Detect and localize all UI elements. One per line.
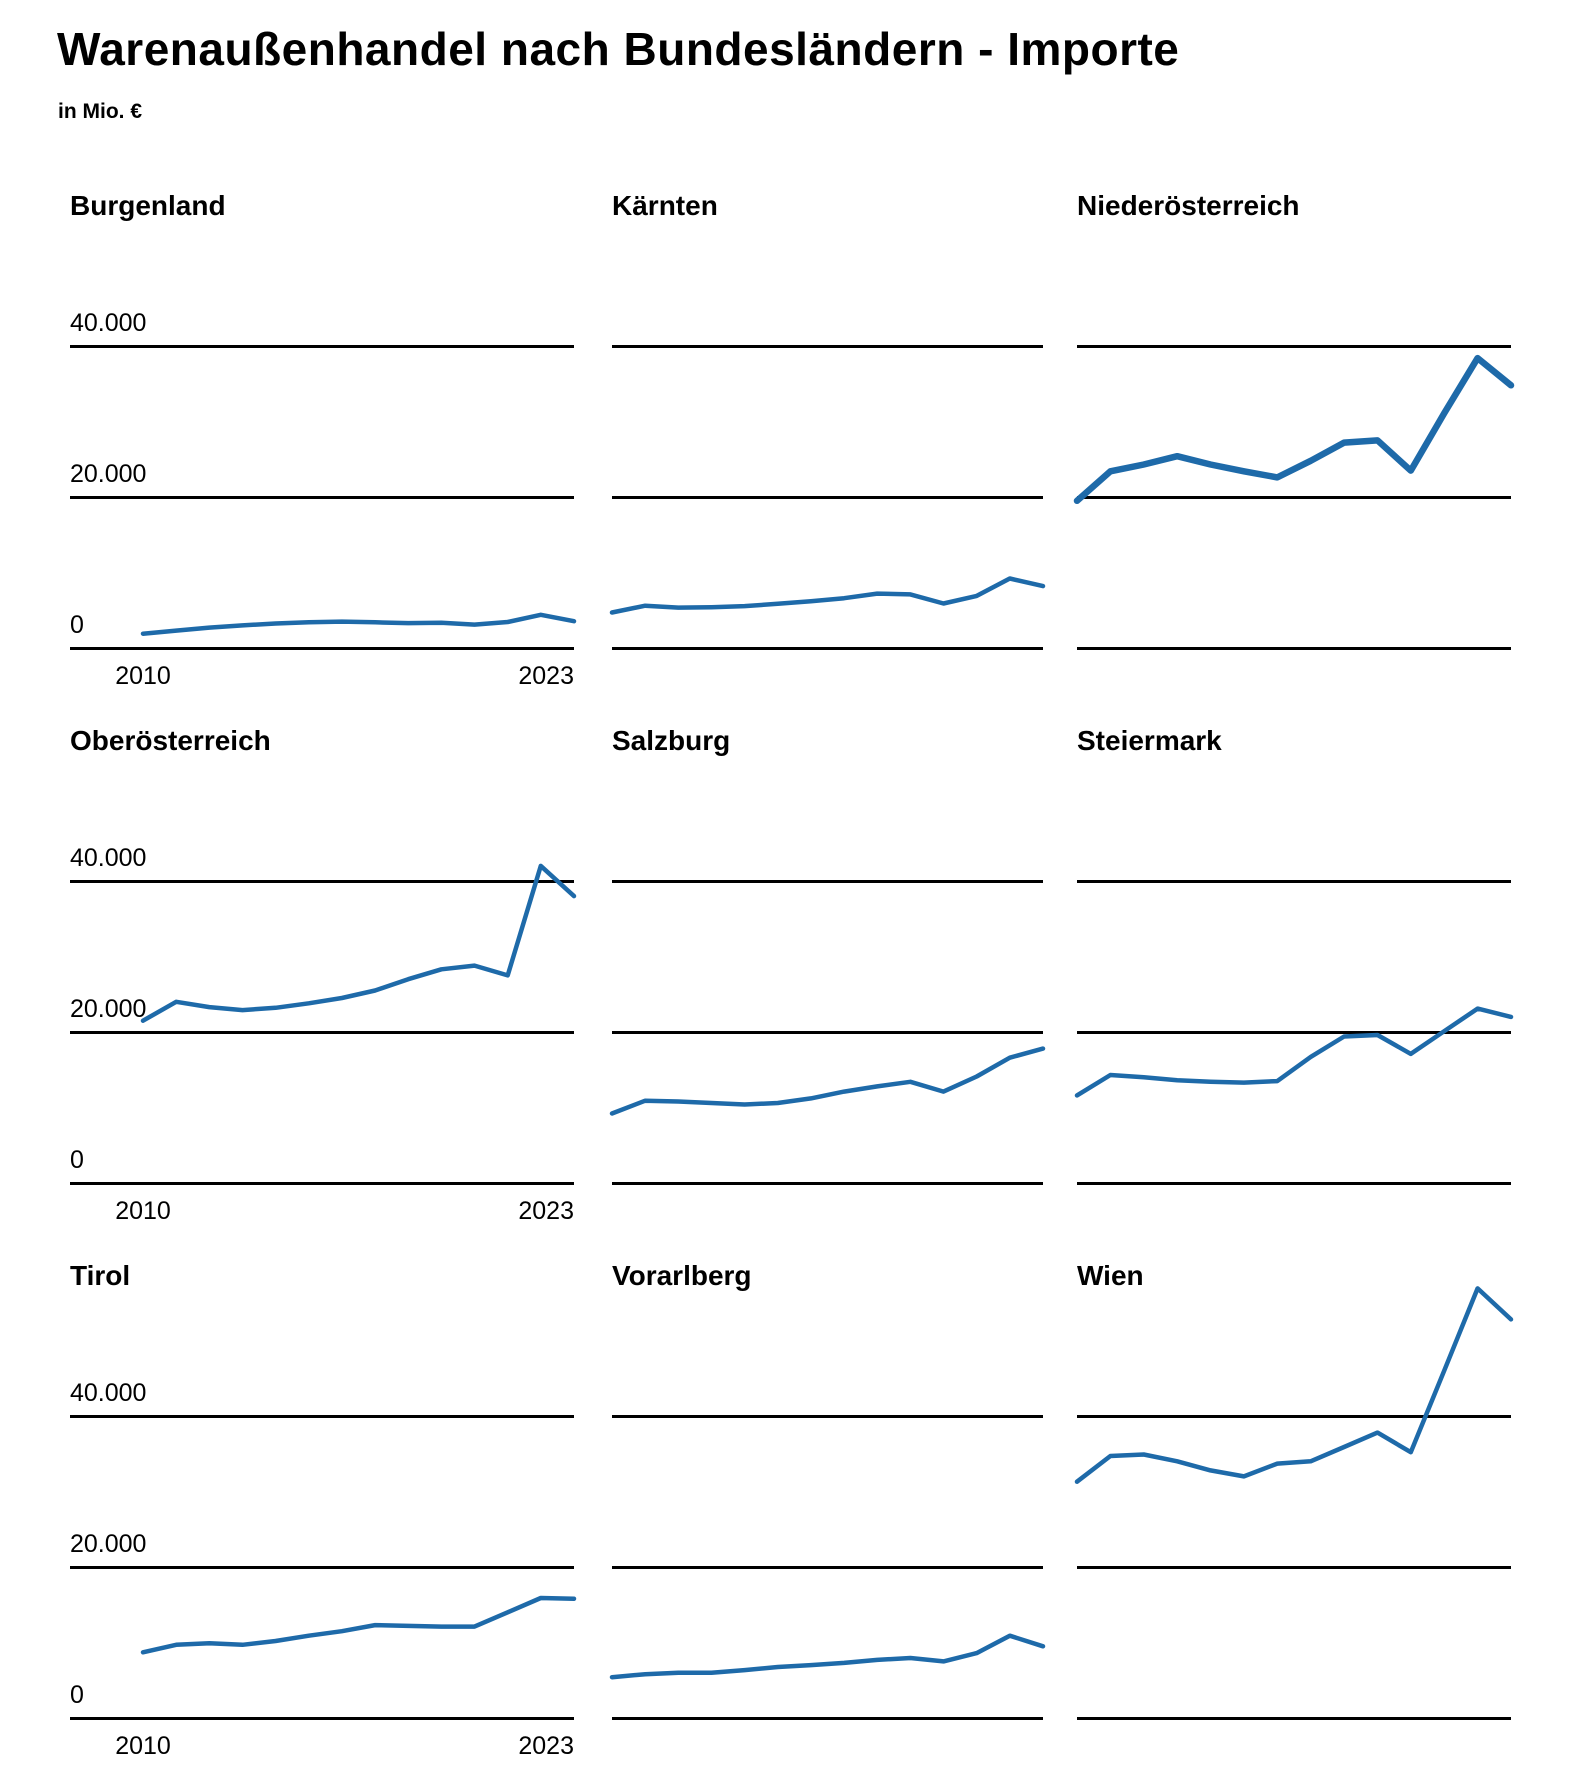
gridline-20000 [1077, 1031, 1511, 1034]
x-tick-label-first: 2010 [115, 662, 171, 690]
gridline-20000 [1077, 1566, 1511, 1569]
gridline-20000 [70, 496, 574, 499]
x-tick-label-first: 2010 [115, 1732, 171, 1760]
data-line [609, 1046, 1046, 1116]
gridline-40000 [612, 345, 1043, 348]
gridline-40000 [1077, 1415, 1511, 1418]
gridline-0 [1077, 647, 1511, 650]
data-line [609, 576, 1046, 615]
gridline-40000 [70, 1415, 574, 1418]
gridline-40000 [612, 880, 1043, 883]
gridline-0 [612, 1182, 1043, 1185]
panel-title: Oberösterreich [70, 725, 271, 756]
gridline-20000 [70, 1031, 574, 1034]
gridline-0 [1077, 1182, 1511, 1185]
gridline-0 [70, 1182, 574, 1185]
data-line [1074, 1006, 1514, 1098]
y-tick-label: 40.000 [70, 309, 147, 337]
panel-title: Tirol [70, 1260, 131, 1291]
gridline-20000 [612, 1031, 1043, 1034]
line-chart-kaernten [609, 576, 1046, 615]
panel-title: Wien [1077, 1260, 1144, 1291]
y-tick-label: 20.000 [70, 1530, 147, 1558]
gridline-20000 [612, 1566, 1043, 1569]
line-chart-tirol [140, 1595, 577, 1655]
y-tick-label: 0 [70, 611, 84, 639]
line-chart-vorarlberg [609, 1633, 1046, 1680]
gridline-20000 [612, 496, 1043, 499]
data-line [140, 863, 577, 1023]
gridline-0 [70, 647, 574, 650]
x-tick-label-last: 2023 [518, 1732, 574, 1760]
y-tick-label: 40.000 [70, 844, 147, 872]
gridline-20000 [1077, 496, 1511, 499]
line-chart-burgenland [140, 612, 577, 636]
data-line [609, 1633, 1046, 1680]
y-tick-label: 20.000 [70, 460, 147, 488]
y-tick-label: 20.000 [70, 995, 147, 1023]
x-tick-label-first: 2010 [115, 1197, 171, 1225]
gridline-40000 [612, 1415, 1043, 1418]
y-tick-label: 40.000 [70, 1379, 147, 1407]
gridline-40000 [1077, 880, 1511, 883]
panel-title: Steiermark [1077, 725, 1222, 756]
gridline-0 [612, 1717, 1043, 1720]
page-title: Warenaußenhandel nach Bundesländern - Im… [57, 23, 1180, 75]
gridline-0 [612, 647, 1043, 650]
x-tick-label-last: 2023 [518, 1197, 574, 1225]
line-chart-steiermark [1074, 1006, 1514, 1098]
panel-title: Burgenland [70, 190, 226, 221]
gridline-40000 [1077, 345, 1511, 348]
data-line [1073, 354, 1515, 505]
line-chart-salzburg [609, 1046, 1046, 1116]
gridline-40000 [70, 880, 574, 883]
panel-title: Vorarlberg [612, 1260, 752, 1291]
gridline-0 [70, 1717, 574, 1720]
gridline-20000 [70, 1566, 574, 1569]
gridline-0 [1077, 1717, 1511, 1720]
y-tick-label: 0 [70, 1146, 84, 1174]
line-chart-oberoesterreich [140, 863, 577, 1023]
data-line [140, 612, 577, 636]
gridline-40000 [70, 345, 574, 348]
line-chart-wien [1074, 1286, 1514, 1484]
panel-title: Niederösterreich [1077, 190, 1300, 221]
panel-title: Salzburg [612, 725, 731, 756]
line-chart-niederoesterreich [1073, 354, 1515, 505]
chart-subtitle: in Mio. € [58, 100, 142, 123]
data-line [140, 1595, 577, 1655]
x-tick-label-last: 2023 [518, 662, 574, 690]
y-tick-label: 0 [70, 1681, 84, 1709]
data-line [1074, 1286, 1514, 1484]
panel-title: Kärnten [612, 190, 718, 221]
